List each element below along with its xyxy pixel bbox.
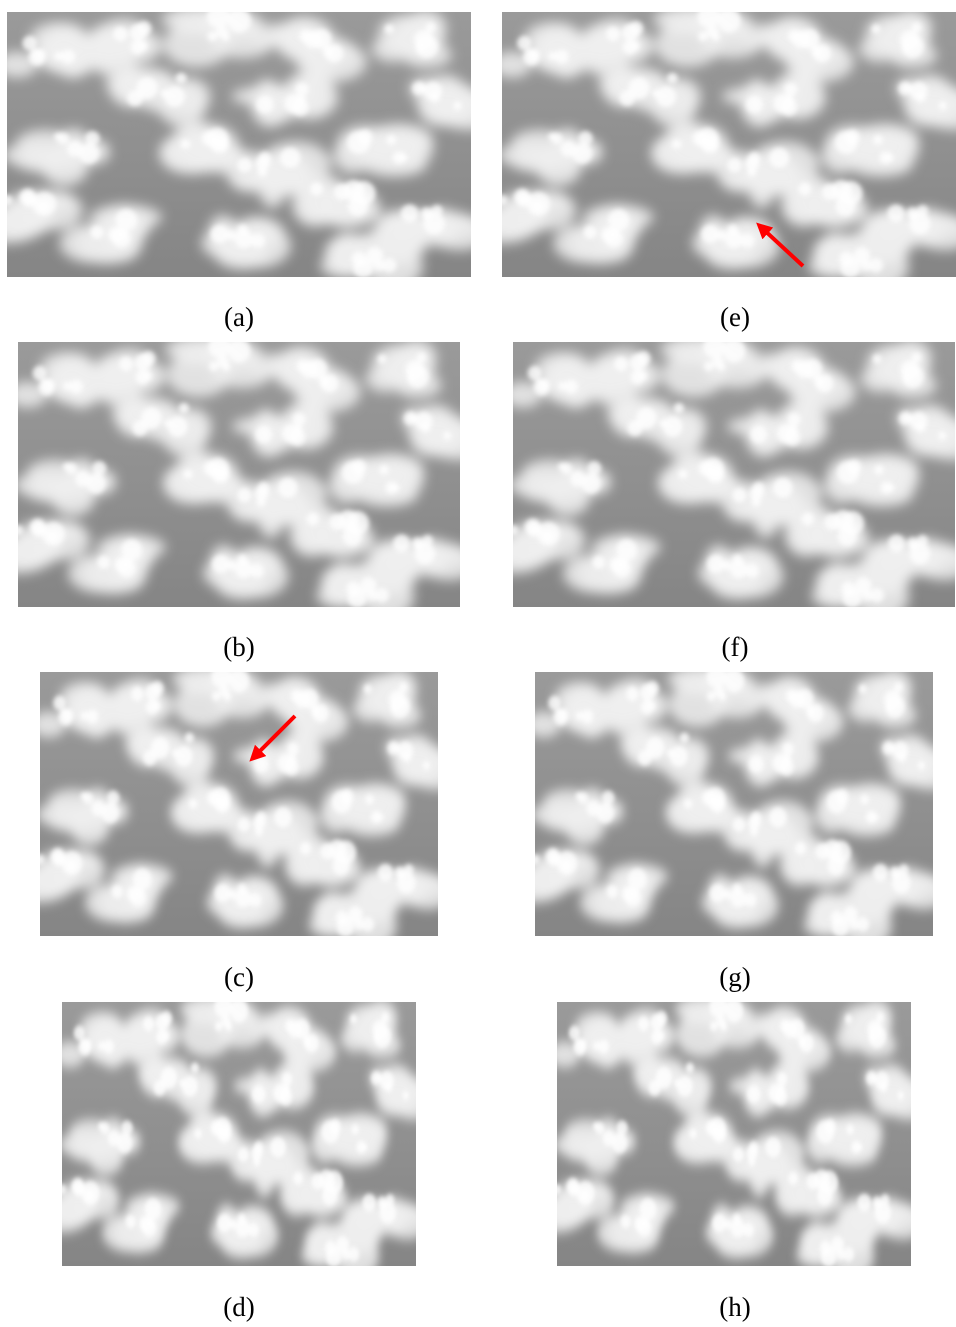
panel-caption: (a) — [224, 302, 254, 332]
panel-caption: (c) — [224, 962, 254, 992]
cloud-image — [0, 333, 492, 619]
panel-caption: (f) — [722, 632, 749, 662]
cloud-image — [8, 663, 466, 948]
figure: (a) (e) (b) (f) (c) (g) (d) (h) — [0, 0, 956, 1327]
panel-caption: (b) — [223, 632, 254, 662]
panels: (a) (e) (b) (f) (c) (g) (d) (h) — [0, 3, 956, 1322]
page: {"panels": [ {"label": "(a)"}, {"label":… — [0, 0, 956, 1327]
cloud-image — [34, 993, 442, 1278]
panel-caption: (g) — [719, 962, 750, 992]
panel-caption: (h) — [719, 1292, 750, 1322]
cloud-image — [529, 993, 937, 1278]
cloud-image — [503, 663, 956, 948]
panel-caption: (d) — [223, 1292, 254, 1322]
cloud-image — [466, 3, 956, 289]
cloud-image — [478, 333, 956, 619]
panel-caption: (e) — [720, 302, 750, 332]
cloud-image — [0, 3, 504, 289]
